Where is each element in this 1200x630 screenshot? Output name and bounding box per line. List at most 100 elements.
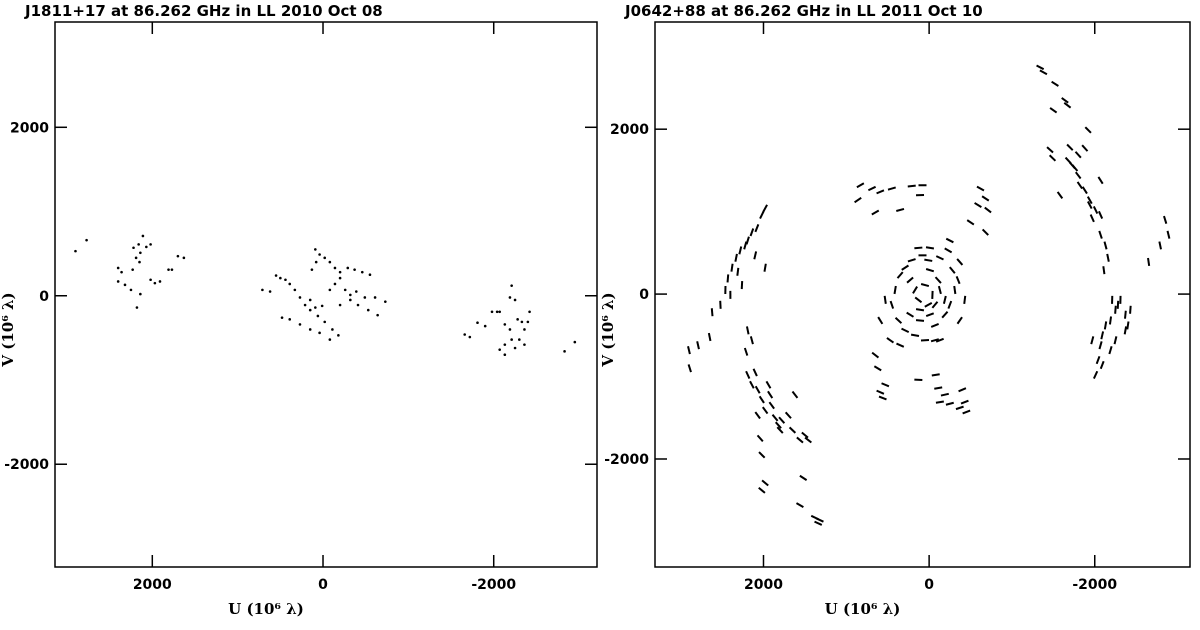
uv-point <box>349 294 352 297</box>
uv-point <box>936 401 944 402</box>
uv-point <box>908 186 916 187</box>
uv-point <box>896 209 904 211</box>
uv-point <box>346 267 349 270</box>
uv-point <box>491 310 494 313</box>
uv-point <box>337 334 340 337</box>
uv-point <box>688 346 690 354</box>
uv-point <box>728 274 729 282</box>
uv-point <box>737 268 738 276</box>
uv-point <box>528 310 531 313</box>
uv-point <box>936 256 943 259</box>
uv-point <box>874 366 881 370</box>
uv-point <box>1099 341 1101 349</box>
uv-point <box>908 259 916 261</box>
uv-point <box>868 187 875 190</box>
uv-point <box>891 301 894 309</box>
uv-point <box>1107 254 1109 262</box>
uv-point <box>977 187 984 191</box>
uv-point <box>959 388 966 391</box>
uv-point <box>1072 165 1077 171</box>
uv-point <box>754 251 756 259</box>
uv-point <box>816 518 823 521</box>
y-axis-label: V (10⁶ λ) <box>0 292 17 367</box>
uv-point <box>805 438 811 443</box>
uv-point <box>315 261 318 264</box>
uv-point <box>946 403 954 405</box>
uv-point <box>942 312 947 318</box>
uv-point <box>913 287 917 294</box>
uv-point <box>376 314 379 317</box>
uv-point <box>916 309 924 310</box>
uv-point <box>944 296 946 304</box>
uv-point <box>329 289 332 292</box>
uv-point <box>755 224 758 231</box>
x-tick-label: -2000 <box>1072 577 1117 593</box>
uv-point <box>269 290 272 293</box>
uv-point <box>855 198 862 203</box>
uv-point <box>509 328 512 331</box>
uv-point <box>754 369 757 376</box>
uv-point <box>697 341 699 349</box>
uv-point <box>956 407 964 409</box>
uv-point <box>509 296 512 299</box>
uv-point <box>142 235 145 238</box>
uv-point <box>1115 306 1116 314</box>
uv-point <box>896 318 902 323</box>
uv-point <box>963 411 970 414</box>
uv-point <box>872 353 878 358</box>
uv-point <box>898 272 903 278</box>
uv-point <box>85 239 88 242</box>
uv-point <box>130 289 133 292</box>
uv-point <box>1164 216 1166 224</box>
uv-point <box>1085 127 1091 133</box>
uv-point <box>766 381 770 388</box>
uv-point <box>139 293 142 296</box>
uv-point <box>309 328 312 331</box>
uv-point <box>1058 192 1063 198</box>
uv-point <box>1091 215 1094 222</box>
y-tick-label: 2000 <box>10 120 49 136</box>
uv-point <box>1094 206 1098 213</box>
uv-point <box>924 260 932 261</box>
uv-point <box>932 302 937 308</box>
uv-point <box>135 257 138 260</box>
uv-point <box>331 328 334 331</box>
uv-point <box>931 324 938 327</box>
uv-point <box>786 412 791 418</box>
uv-point <box>159 280 162 283</box>
uv-point <box>514 347 517 350</box>
uv-point <box>768 391 772 398</box>
uv-point <box>1104 242 1106 250</box>
uv-point <box>879 397 886 400</box>
y-tick-label: 2000 <box>610 122 649 138</box>
uv-point <box>773 415 778 421</box>
uv-point <box>1050 155 1056 161</box>
uv-point <box>339 277 342 280</box>
uv-point <box>756 386 760 393</box>
uv-point <box>504 323 507 326</box>
uv-point <box>131 268 134 271</box>
uv-point <box>925 303 932 307</box>
uv-point <box>171 268 174 271</box>
uv-point <box>369 273 372 276</box>
uv-point <box>760 211 764 218</box>
uv-point <box>1076 172 1081 178</box>
uv-point <box>1148 258 1149 266</box>
uv-point <box>314 306 317 309</box>
uv-point <box>329 338 332 341</box>
uv-point <box>746 371 749 378</box>
x-axis-label: U (10⁶ λ) <box>228 600 304 618</box>
uv-point <box>1097 356 1100 363</box>
uv-point <box>314 248 317 251</box>
uv-point <box>948 301 951 308</box>
uv-point <box>1050 108 1057 113</box>
uv-point <box>954 286 955 294</box>
uv-point <box>967 220 974 224</box>
uv-point <box>518 338 521 341</box>
uv-point <box>921 284 929 286</box>
uv-point <box>1168 231 1170 239</box>
plot-frame <box>55 22 597 567</box>
uv-point <box>872 210 879 214</box>
uv-point <box>510 284 513 287</box>
uv-point <box>349 299 352 302</box>
